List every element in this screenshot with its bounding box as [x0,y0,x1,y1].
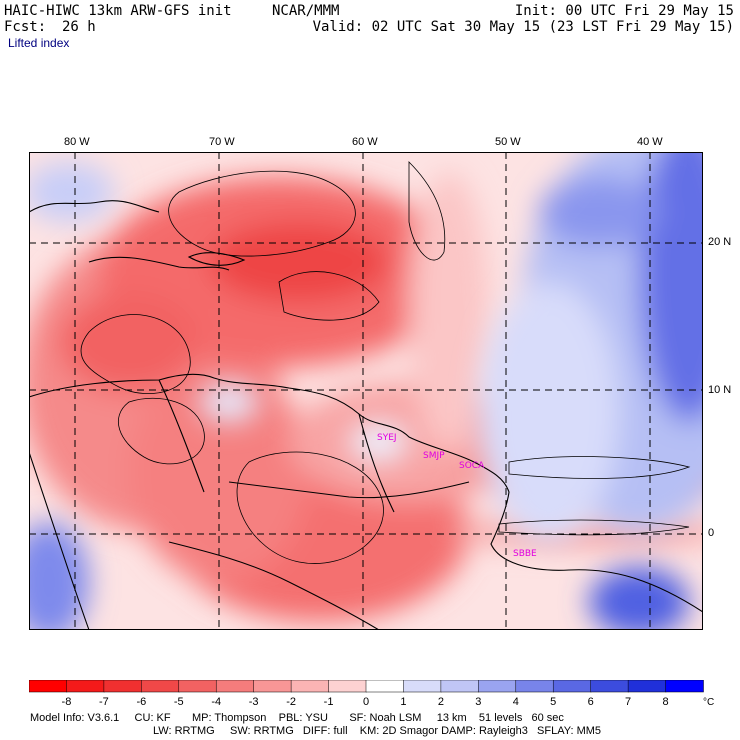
colorbar-tick-label: 8 [662,696,668,708]
model-info-line1: Model Info: V3.6.1 CU: KF MP: Thompson P… [30,712,564,724]
colorbar-tick-label: -1 [324,696,334,708]
station-label: SMJP [423,451,445,461]
colorbar-tick-label: 4 [513,696,519,708]
colorbar-swatch [103,680,143,693]
colorbar-tick-label: -5 [174,696,184,708]
contour-lines [80,161,691,564]
colorbar-swatch [290,680,330,693]
colorbar-tick-label: 0 [363,696,369,708]
colorbar-swatch [515,680,554,693]
colorbar-tick-label: 5 [550,696,556,708]
station-label: SOCA [459,461,485,471]
colorbar-swatch [478,680,517,693]
lon-label-70w: 70 W [209,136,235,148]
colorbar-swatch [403,680,442,693]
model-title: HAIC-HIWC 13km ARW-GFS init [4,3,232,19]
lon-label-60w: 60 W [352,136,378,148]
graticule [29,152,703,630]
colorbar-swatch [29,680,68,693]
forecast-hours: 26 h [62,19,96,35]
colorbar-swatch [665,680,704,693]
colorbar-tick-label: -8 [62,696,72,708]
colorbar-swatch [590,680,629,693]
positive-field [29,152,703,630]
colorbar-tick-label: 3 [475,696,481,708]
colorbar-swatch [141,680,180,693]
colorbar-tick-label: -3 [249,696,259,708]
colorbar-tick-label: -4 [211,696,221,708]
colorbar-swatch [66,680,105,693]
colorbar-swatch [440,680,480,693]
colorbar-tick-label: 1 [400,696,406,708]
colorbar-tick-label: -2 [286,696,296,708]
model-info-line2: LW: RRTMG SW: RRTMG DIFF: full KM: 2D Sm… [153,725,602,737]
colorbar-swatch [552,680,592,693]
colorbar-swatch [178,680,217,693]
station-labels: SYEJ SMJP SOCA SBBE [377,433,537,559]
colorbar-unit: °C [703,697,714,708]
lat-label-10n: 10 N [708,384,732,396]
colorbar: -8 -7 -6 -5 -4 -3 -2 -1 0 1 2 3 4 5 6 7 8 °C [29,680,714,708]
organization: NCAR/MMM [272,3,340,19]
colorbar-swatches [29,680,704,693]
lon-label-40w: 40 W [637,136,663,148]
lon-label-50w: 50 W [495,136,521,148]
lat-label-20n: 20 N [708,236,732,248]
colorbar-swatch [365,680,405,693]
colorbar-tick-labels: -8 -7 -6 -5 -4 -3 -2 -1 0 1 2 3 4 5 6 7 8 [62,696,669,708]
station-label: SYEJ [377,433,397,443]
lon-label-80w: 80 W [64,136,90,148]
lifted-index-map: SYEJ SMJP SOCA SBBE [29,152,703,630]
colorbar-tick-label: 6 [588,696,594,708]
station-label: SBBE [513,549,537,559]
lat-label-0: 0 [708,527,715,539]
init-time: Init: 00 UTC Fri 29 May 15 [514,3,734,19]
colorbar-tick-label: -6 [136,696,146,708]
negative-field [29,172,703,622]
colorbar-swatch [253,680,292,693]
colorbar-tick-label: -7 [99,696,109,708]
colorbar-swatch [328,680,367,693]
coastlines [29,200,703,630]
valid-time: Valid: 02 UTC Sat 30 May 15 (23 LST Fri … [312,19,734,35]
field-name: Lifted index [8,36,70,50]
forecast-label: Fcst: [4,19,47,35]
colorbar-tick-label: 7 [625,696,631,708]
colorbar-swatch [627,680,667,693]
colorbar-swatch [215,680,255,693]
colorbar-tick-label: 2 [438,696,444,708]
map-frame [29,152,703,630]
